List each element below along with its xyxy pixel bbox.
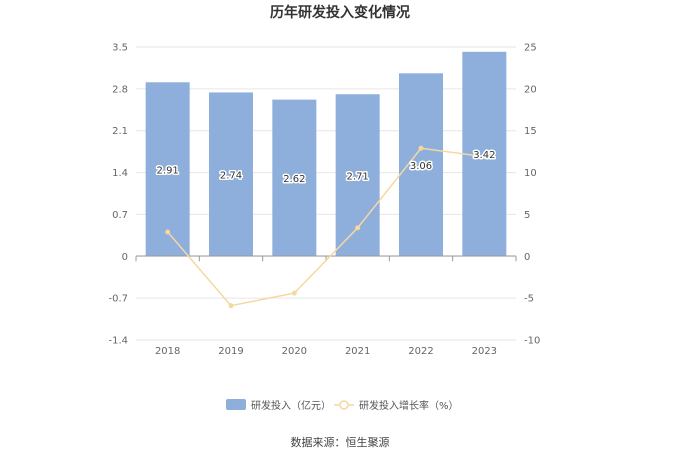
x-tick-label: 2021 (345, 346, 370, 357)
left-axis-ticks: 3.5 2.8 2.1 1.4 0.7 0 -0.7 -1.4 (108, 43, 128, 347)
line-point[interactable] (228, 303, 234, 309)
left-tick-label: -0.7 (108, 294, 128, 305)
right-tick-label: -10 (524, 336, 540, 347)
right-tick-label: 25 (524, 43, 537, 54)
bar[interactable] (145, 82, 190, 257)
grid-lines (136, 46, 516, 341)
left-tick-label: 2.1 (112, 126, 128, 137)
right-tick-label: 10 (524, 168, 537, 179)
line-series (165, 145, 487, 309)
bar-label: 2.74 (220, 170, 242, 181)
left-tick-label: 2.8 (112, 84, 128, 95)
line-point[interactable] (165, 229, 171, 235)
legend-label-line[interactable]: 研发投入增长率（%） (359, 399, 459, 412)
bar-label-halo: 2.91 (157, 165, 179, 176)
left-tick-label: 0 (122, 252, 128, 263)
source-note: 数据来源：恒生聚源 (291, 435, 390, 449)
chart-title: 历年研发投入变化情况 (270, 4, 410, 21)
right-tick-label: 20 (524, 84, 537, 95)
bar-label: 2.71 (347, 171, 369, 182)
right-tick-label: 0 (524, 252, 530, 263)
left-tick-label: 0.7 (112, 210, 128, 221)
bar-value-labels: 2.912.91 2.742.74 2.622.62 2.712.713.063.06… (155, 149, 497, 187)
line-point[interactable] (418, 145, 424, 151)
x-tick-label: 2018 (155, 346, 180, 357)
bar-label: 2.91 (157, 165, 179, 176)
x-tick-label: 2023 (472, 346, 497, 357)
legend-label-bar[interactable]: 研发投入（亿元） (251, 399, 331, 412)
right-tick-label: 5 (524, 210, 530, 221)
bar-label-halo: 2.62 (283, 174, 305, 185)
bar-label-halo: 3.06 (410, 161, 432, 172)
legend-swatch-marker (339, 400, 349, 410)
bar[interactable] (209, 92, 253, 257)
line-point[interactable] (481, 154, 487, 160)
bar-label-halo: 2.71 (347, 171, 369, 182)
bar-label: 2.62 (283, 174, 305, 185)
x-tick-label: 2022 (408, 346, 433, 357)
bar-label: 3.42 (473, 150, 495, 161)
bar-label: 3.06 (410, 161, 432, 172)
bar[interactable] (272, 99, 317, 257)
line-point[interactable] (291, 290, 297, 296)
bar-series (145, 51, 507, 257)
bar-label-halo: 3.42 (473, 150, 495, 161)
x-axis-ticks: 2018 2019 2020 2021 2022 2023 (135, 256, 517, 357)
legend[interactable]: 研发投入（亿元） 研发投入增长率（%） (226, 399, 459, 412)
bar[interactable] (399, 73, 443, 257)
left-tick-label: -1.4 (108, 336, 128, 347)
bar-label-halo: 2.74 (220, 170, 242, 181)
right-tick-label: -5 (524, 294, 534, 305)
growth-line (167, 147, 485, 307)
line-point[interactable] (355, 225, 361, 231)
right-axis-ticks: 25 20 15 10 5 0 -5 -10 (524, 43, 540, 347)
right-tick-label: 15 (524, 126, 537, 137)
left-tick-label: 1.4 (112, 168, 128, 179)
x-tick-label: 2019 (218, 346, 243, 357)
x-tick-label: 2020 (282, 346, 307, 357)
legend-swatch-bar (226, 399, 246, 410)
left-tick-label: 3.5 (112, 43, 128, 54)
